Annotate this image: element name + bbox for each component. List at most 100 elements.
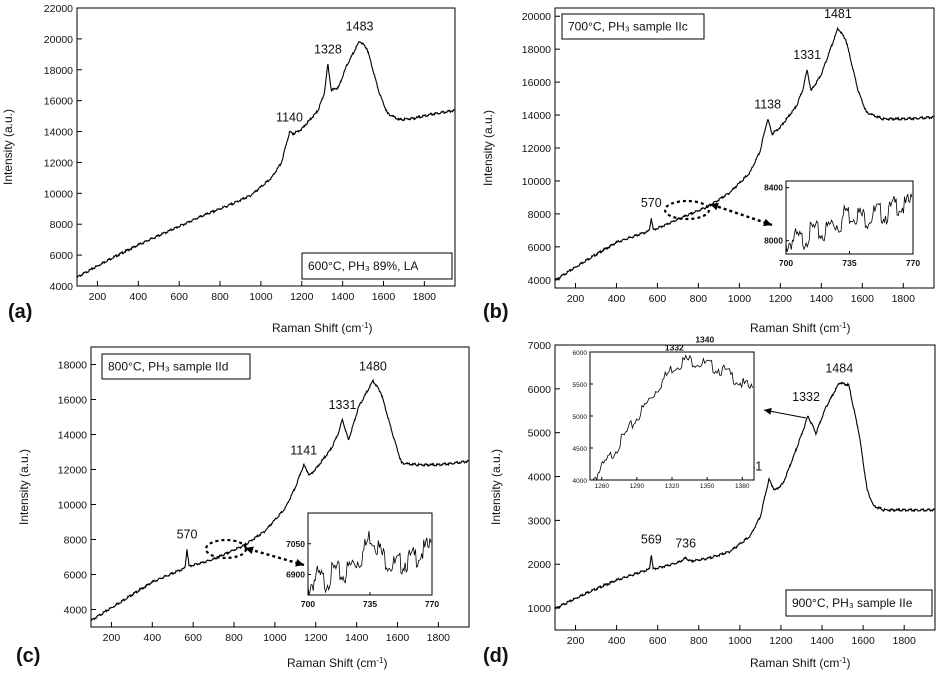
y-tick-label: 20000 [522, 11, 551, 23]
panel-a: 200 400 600 800 1000 1200 1400 1600 1800 4000 6000… [1, 3, 456, 336]
inset-y-tick-label: 5500 [573, 382, 588, 389]
plot-frame [554, 344, 936, 631]
peak-label: 1328 [314, 43, 342, 57]
x-axis-label: Raman Shift (cm-1) [750, 321, 850, 336]
peak-label: 1331 [793, 48, 821, 62]
x-axis-label-sup: -1 [839, 321, 847, 330]
x-tick-label: 1200 [304, 632, 328, 644]
inset-peak-label: 1332 [665, 342, 684, 352]
x-axis-label-tail: ) [846, 656, 850, 670]
inset-line [590, 354, 753, 481]
spectrum-line [76, 40, 456, 279]
legend-box [301, 252, 453, 280]
x-axis-label-sup: -1 [361, 321, 369, 330]
inset-x-tick-label: 700 [301, 599, 315, 609]
inset-line [307, 530, 432, 595]
zoom-arrowhead [710, 202, 719, 211]
legend-box [101, 353, 251, 380]
peak-label: 1484 [825, 361, 853, 375]
inset-peak-label: 1340 [695, 334, 714, 344]
inset-y-tick-label: 4000 [573, 478, 588, 485]
x-tick-label: 1600 [851, 293, 875, 305]
x-tick-label: 600 [649, 635, 667, 647]
y-axis-label: Intensity (a.u.) [481, 110, 495, 186]
x-tick-label: 1000 [728, 635, 752, 647]
y-tick-label: 6000 [528, 242, 552, 254]
spectrum-line [554, 26, 935, 281]
x-tick-label: 800 [690, 635, 708, 647]
panel-label: (b) [483, 301, 509, 323]
y-tick-label: 12000 [44, 157, 73, 169]
x-tick-label: 1000 [263, 632, 287, 644]
legend-text: 700°C, PH₃ sample IIc [568, 20, 688, 34]
y-axis-label: Intensity (a.u.) [17, 449, 31, 525]
y-tick-label: 4000 [50, 281, 74, 293]
plot-frame [90, 346, 470, 628]
x-axis-label: Raman Shift (cm-1) [750, 656, 850, 671]
inset-y-tick-label: 4500 [573, 446, 588, 453]
x-tick-label: 600 [184, 632, 202, 644]
x-tick-label: 800 [225, 632, 243, 644]
inset-x-tick-label: 770 [906, 258, 920, 268]
x-axis-label: Raman Shift (cm-1) [272, 321, 372, 336]
peak-label: 736 [675, 537, 696, 551]
y-tick-label: 4000 [64, 605, 88, 617]
y-tick-label: 12000 [522, 143, 551, 155]
x-tick-label: 1200 [290, 291, 314, 303]
legend-box [785, 589, 933, 617]
y-tick-label: 14000 [44, 127, 73, 139]
y-tick-label: 22000 [44, 3, 73, 15]
y-tick-label: 6000 [528, 384, 552, 396]
y-tick-label: 10000 [522, 176, 551, 188]
peak-label: 570 [641, 196, 662, 210]
y-tick-label: 6000 [64, 570, 88, 582]
y-tick-label: 7000 [528, 340, 552, 352]
x-tick-label: 1800 [413, 291, 437, 303]
inset-x-tick-label: 700 [779, 258, 793, 268]
y-axis-label: Intensity (a.u.) [1, 109, 15, 185]
x-axis-label-sup: -1 [839, 656, 847, 665]
peak-label: 1331 [329, 398, 357, 412]
y-tick-label: 16000 [44, 96, 73, 108]
inset-y-tick-label: 5000 [573, 414, 588, 421]
inset-x-tick-label: 1260 [594, 483, 609, 490]
y-tick-label: 14000 [58, 430, 87, 442]
zoom-ellipse [663, 199, 711, 221]
x-tick-label: 1200 [769, 293, 793, 305]
peak-label: 1483 [346, 19, 374, 33]
spectrum-line [554, 381, 936, 610]
x-tick-label: 200 [567, 293, 585, 305]
legend-text: 900°C, PH₃ sample IIe [792, 596, 913, 610]
y-tick-label: 14000 [522, 110, 551, 122]
y-tick-label: 16000 [58, 395, 87, 407]
y-tick-label: 4000 [528, 275, 552, 287]
panel-c: 200 400 600 800 1000 1200 1400 1600 1800 4000 6000… [16, 346, 470, 671]
x-tick-label: 200 [567, 635, 585, 647]
y-tick-label: 18000 [58, 360, 87, 372]
x-axis-label: Raman Shift (cm-1) [287, 656, 387, 671]
y-tick-label: 2000 [528, 559, 552, 571]
inset-y-tick-label: 8000 [764, 236, 783, 246]
x-tick-label: 400 [608, 635, 626, 647]
y-axis-label: Intensity (a.u.) [489, 449, 503, 525]
legend-text: 800°C, PH₃ sample IId [108, 360, 228, 374]
peak-label: 1332 [792, 390, 820, 404]
y-tick-label: 18000 [522, 44, 551, 56]
y-tick-label: 8000 [50, 219, 74, 231]
y-tick-label: 4000 [528, 472, 552, 484]
inset-x-tick-label: 770 [425, 599, 439, 609]
inset-x-tick-label: 1380 [735, 483, 750, 490]
inset-x-tick-label: 1350 [700, 483, 715, 490]
x-tick-label: 1800 [427, 632, 451, 644]
y-tick-label: 16000 [522, 77, 551, 89]
x-axis-label-sup: -1 [376, 656, 384, 665]
peak-label: 1138 [754, 97, 781, 111]
inset-x-tick-label: 735 [363, 599, 377, 609]
peak-label: 569 [641, 532, 662, 546]
inset-y-tick-label: 7050 [286, 539, 305, 549]
peak-label: 1480 [359, 359, 387, 373]
y-tick-label: 10000 [58, 500, 87, 512]
x-tick-label: 1800 [893, 635, 917, 647]
y-tick-label: 5000 [528, 428, 552, 440]
panel-label: (c) [16, 645, 40, 667]
